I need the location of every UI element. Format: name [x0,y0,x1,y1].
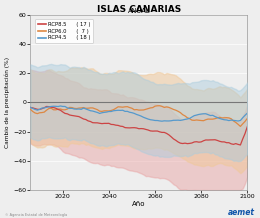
Y-axis label: Cambio de la precipitación (%): Cambio de la precipitación (%) [5,57,10,148]
Text: ANUAL: ANUAL [128,8,150,14]
Text: © Agencia Estatal de Meteorología: © Agencia Estatal de Meteorología [5,213,67,217]
X-axis label: Año: Año [132,201,146,207]
Title: ISLAS CANARIAS: ISLAS CANARIAS [97,5,181,14]
Text: aemet: aemet [228,208,255,217]
Legend: RCP8.5      ( 17 ), RCP6.0      (  7 ), RCP4.5      ( 18 ): RCP8.5 ( 17 ), RCP6.0 ( 7 ), RCP4.5 ( 18… [35,19,93,43]
